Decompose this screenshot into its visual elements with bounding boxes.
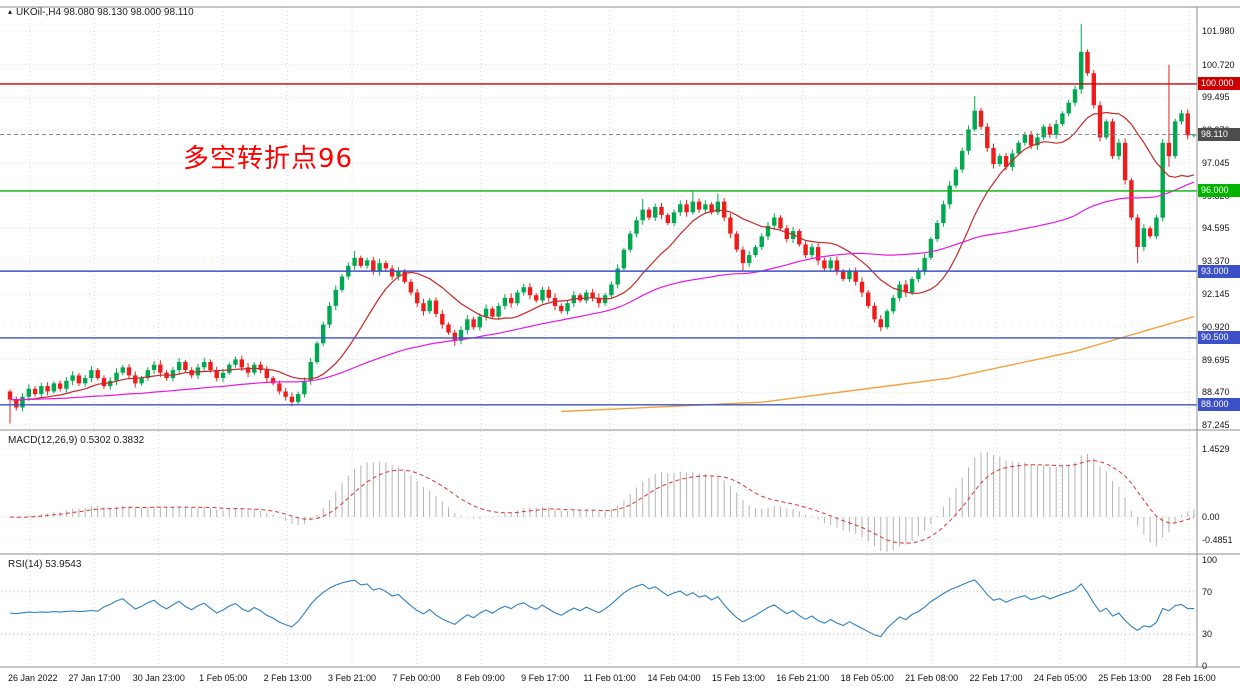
hlines-layer bbox=[0, 83, 1197, 406]
price-axis-label: 89.695 bbox=[1202, 354, 1230, 365]
hline-price-badge: 90.500 bbox=[1198, 331, 1240, 345]
time-axis-label: 24 Feb 05:00 bbox=[1033, 673, 1087, 683]
time-axis-label: 18 Feb 05:00 bbox=[840, 673, 894, 683]
macd-scale[interactable]: 1.4529 0.00 -0.4851 bbox=[1197, 430, 1240, 554]
rsi-axis-label: 70 bbox=[1202, 586, 1213, 597]
series-marker-icon: ▴ bbox=[8, 7, 13, 16]
time-axis-label: 8 Feb 09:00 bbox=[456, 673, 505, 683]
chart-annotation[interactable]: 多空转折点96 bbox=[183, 144, 354, 174]
rsi-indicator-label: RSI(14) 53.9543 bbox=[8, 559, 82, 570]
time-axis-label: 28 Feb 16:00 bbox=[1162, 673, 1216, 683]
time-axis-label: 3 Feb 21:00 bbox=[327, 673, 377, 683]
ma-fast-line bbox=[9, 111, 1195, 401]
price-axis-label: 100.720 bbox=[1202, 59, 1235, 70]
time-axis-label: 16 Feb 21:00 bbox=[776, 673, 830, 683]
hline-price-badge: 100.000 bbox=[1198, 77, 1240, 91]
price-scale[interactable]: 101.980100.72099.49598.27097.04595.82094… bbox=[1197, 0, 1240, 430]
price-axis-label: 88.470 bbox=[1202, 387, 1230, 398]
price-axis-label: 101.980 bbox=[1202, 26, 1235, 36]
time-axis-label: 26 Jan 2022 bbox=[8, 673, 58, 683]
current-price-badge: 98.110 bbox=[1198, 127, 1240, 141]
price-axis-label: 87.245 bbox=[1202, 420, 1230, 430]
time-axis-label: 7 Feb 00:00 bbox=[392, 673, 441, 683]
price-axis-label: 94.595 bbox=[1202, 223, 1230, 234]
rsi-line bbox=[9, 579, 1195, 638]
time-axis-label: 1 Feb 05:00 bbox=[199, 673, 248, 683]
hline-price-badge: 88.000 bbox=[1198, 398, 1240, 412]
time-axis[interactable]: 26 Jan 2022 27 Jan 17:00 30 Jan 23:00 1 Feb… bbox=[0, 668, 1240, 691]
chart-title: ▴ UKOil-,H4 98.080 98.130 98.000 98.110 bbox=[8, 7, 194, 18]
time-axis-label: 22 Feb 17:00 bbox=[969, 673, 1023, 683]
macd-signal-line bbox=[9, 459, 1195, 544]
time-axis-label: 2 Feb 13:00 bbox=[263, 673, 312, 683]
rsi-axis-label: 100 bbox=[1202, 555, 1218, 565]
hline-price-badge: 93.000 bbox=[1198, 264, 1240, 278]
macd-axis-label: -0.4851 bbox=[1202, 534, 1233, 545]
time-axis-label: 27 Jan 17:00 bbox=[68, 673, 121, 683]
macd-indicator-label: MACD(12,26,9) 0.5302 0.3832 bbox=[8, 435, 145, 446]
macd-axis-label: 1.4529 bbox=[1202, 444, 1230, 454]
time-axis-label: 15 Feb 13:00 bbox=[711, 673, 765, 683]
time-axis-label: 25 Feb 13:00 bbox=[1098, 673, 1152, 683]
rsi-axis-label: 30 bbox=[1202, 629, 1213, 640]
rsi-axis-label: 0 bbox=[1202, 661, 1208, 671]
time-axis-label: 14 Feb 04:00 bbox=[647, 673, 701, 683]
ma-slow-line bbox=[561, 315, 1195, 413]
rsi-scale[interactable]: 100 70 30 0 bbox=[1197, 554, 1240, 671]
ma-mid-line bbox=[9, 181, 1195, 401]
time-axis-label: 9 Feb 17:00 bbox=[521, 673, 570, 683]
time-axis-label: 11 Feb 01:00 bbox=[583, 673, 636, 683]
price-axis-label: 90.920 bbox=[1202, 321, 1230, 332]
macd-axis-label: 0.00 bbox=[1202, 512, 1220, 522]
macd-histogram bbox=[15, 452, 1195, 552]
hline-price-badge: 96.000 bbox=[1198, 184, 1240, 198]
grid-layer bbox=[1, 7, 1197, 667]
chart-title-text: UKOil-,H4 98.080 98.130 98.000 98.110 bbox=[16, 7, 194, 18]
price-axis-label: 93.370 bbox=[1202, 256, 1230, 267]
price-axis-label: 92.145 bbox=[1202, 288, 1230, 299]
panel-borders bbox=[0, 6, 1240, 668]
time-axis-label: 21 Feb 08:00 bbox=[905, 673, 959, 683]
price-axis-label: 99.495 bbox=[1202, 92, 1230, 103]
time-axis-label: 30 Jan 23:00 bbox=[132, 673, 185, 683]
price-axis-label: 97.045 bbox=[1202, 157, 1230, 168]
